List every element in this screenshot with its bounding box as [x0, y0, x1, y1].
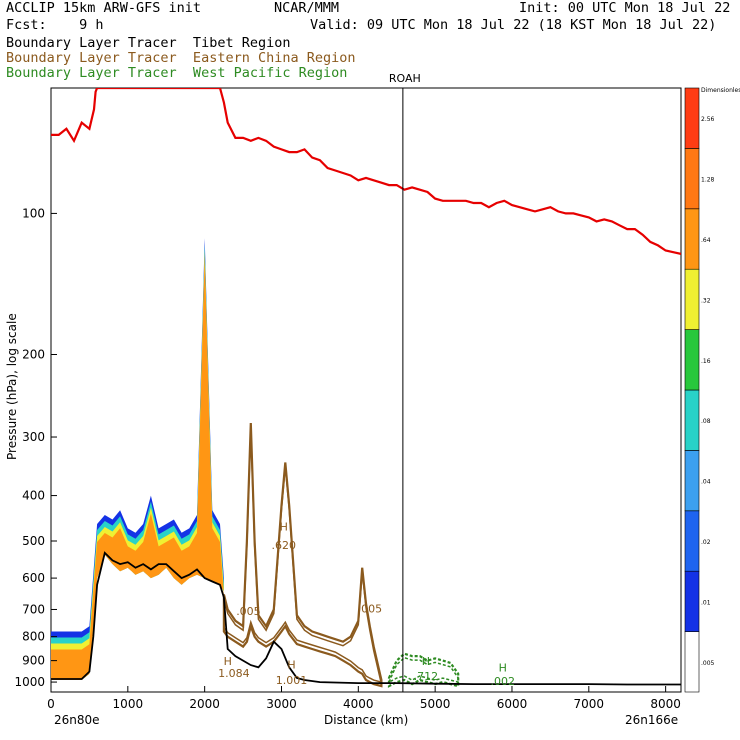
tropopause-line — [51, 88, 681, 255]
colorbar-label: .64 — [701, 237, 711, 244]
colorbar-segment — [684, 389, 700, 451]
y-tick-label: 800 — [22, 630, 45, 644]
legend-eastern-china: Boundary Layer Tracer Eastern China Regi… — [6, 50, 356, 66]
x-tick-label: 3000 — [266, 697, 297, 711]
colorbar-segment — [684, 87, 700, 149]
x-tick-label: 6000 — [497, 697, 528, 711]
contour-label: 1.084 — [218, 667, 250, 680]
contour-label: H — [280, 521, 288, 534]
header-line1-left: ACCLIP 15km ARW-GFS init — [6, 0, 202, 16]
x-tick-label: 4000 — [343, 697, 374, 711]
y-tick-label: 100 — [22, 206, 45, 220]
colorbar-segment — [684, 570, 700, 632]
colorbar-label: .32 — [701, 297, 711, 304]
tracer-layer — [51, 244, 224, 681]
x-tick-label: 0 — [47, 697, 55, 711]
tracer-layer — [51, 250, 224, 681]
tracer-contour — [222, 422, 383, 688]
colorbar-label: .04 — [701, 479, 711, 486]
legend-west-pacific: Boundary Layer Tracer West Pacific Regio… — [6, 65, 348, 81]
colorbar-segment — [684, 329, 700, 391]
y-tick-label: 900 — [22, 654, 45, 668]
colorbar-label: .005 — [701, 660, 715, 667]
contour-label: H — [422, 655, 430, 668]
colorbar-label: .02 — [701, 539, 711, 546]
x-tick-label: 8000 — [650, 697, 681, 711]
y-axis-label: Pressure (hPa), log scale — [5, 313, 19, 460]
contour-label: .712 — [414, 670, 439, 683]
end-label: 26n166e — [625, 713, 678, 727]
y-tick-label: 600 — [22, 571, 45, 585]
x-tick-label: 1000 — [113, 697, 144, 711]
y-tick-label: 700 — [22, 602, 45, 616]
colorbar-label: .16 — [701, 358, 711, 365]
y-tick-label: 400 — [22, 489, 45, 503]
colorbar-segment — [684, 148, 700, 210]
y-tick-label: 300 — [22, 430, 45, 444]
tracer-series-2 — [387, 652, 460, 688]
contour-label: H — [499, 662, 507, 675]
terrain-line — [51, 551, 681, 686]
tracer-layer — [51, 256, 224, 680]
colorbar-segment — [684, 631, 700, 693]
contour-label: .620 — [272, 539, 297, 552]
legend-tibet: Boundary Layer Tracer Tibet Region — [6, 35, 291, 51]
contour-label: H — [287, 658, 295, 671]
header-line1-mid: NCAR/MMM — [274, 0, 340, 16]
contour-label: .005 — [358, 602, 383, 615]
header-line2-left: Fcst: 9 h — [6, 17, 104, 33]
y-tick-label: 1000 — [14, 675, 45, 689]
x-tick-label: 7000 — [574, 697, 605, 711]
colorbar-label: 1.28 — [701, 177, 715, 184]
x-axis-label: Distance (km) — [324, 713, 408, 727]
tracer-contour — [387, 652, 460, 688]
plot-frame — [50, 87, 682, 693]
tracer-contour — [388, 656, 459, 684]
colorbar-segment — [684, 268, 700, 330]
header-line2-right: Valid: 09 UTC Mon 18 Jul 22 (18 KST Mon … — [310, 17, 717, 33]
colorbar-label: 2.56 — [701, 116, 715, 123]
contour-label: H — [224, 655, 232, 668]
colorbar-segment — [684, 450, 700, 512]
colorbar-label: Dimensionless — [701, 87, 740, 94]
tracer-layer — [51, 238, 224, 681]
tracer-series-1 — [222, 422, 383, 688]
header-line1-right: Init: 00 UTC Mon 18 Jul 22 — [519, 0, 731, 16]
marker-label: ROAH — [389, 72, 421, 85]
contour-label: 1.001 — [276, 674, 308, 687]
start-label: 26n80e — [54, 713, 100, 727]
contour-label: .005 — [236, 605, 261, 618]
x-tick-label: 5000 — [420, 697, 451, 711]
y-tick-label: 500 — [22, 534, 45, 548]
colorbar-label: .08 — [701, 418, 711, 425]
colorbar-segment — [684, 510, 700, 572]
colorbar-label: .01 — [701, 599, 711, 606]
x-tick-label: 2000 — [189, 697, 220, 711]
contour-label: .002 — [491, 675, 516, 688]
colorbar-segment — [684, 208, 700, 270]
y-tick-label: 200 — [22, 347, 45, 361]
tracer-series-0 — [51, 238, 224, 681]
